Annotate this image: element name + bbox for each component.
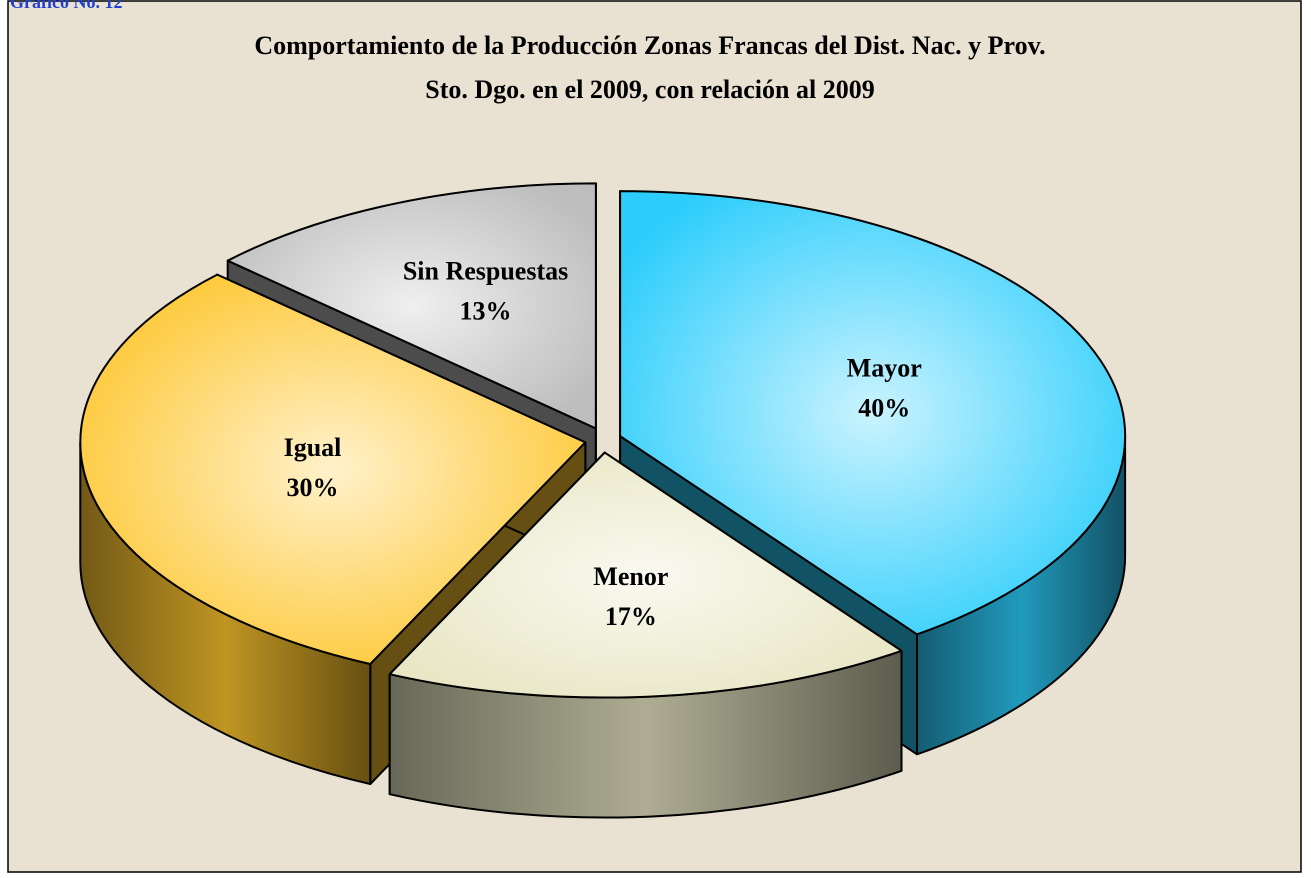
slice-label: Sin Respuestas [403,256,568,285]
slice-label: Mayor [847,354,922,383]
slice-value-label: 30% [286,473,338,502]
slice-label: Menor [593,562,668,591]
slice-value-label: 40% [858,394,910,423]
slice-value-label: 13% [460,296,512,325]
caption: Gráfico No. 12 [10,0,122,12]
slice-value-label: 17% [605,602,657,631]
slice-label: Igual [284,433,342,462]
chart-title: Comportamiento de la Producción Zonas Fr… [254,31,1045,60]
chart-title: Sto. Dgo. en el 2009, con relación al 20… [425,75,874,104]
